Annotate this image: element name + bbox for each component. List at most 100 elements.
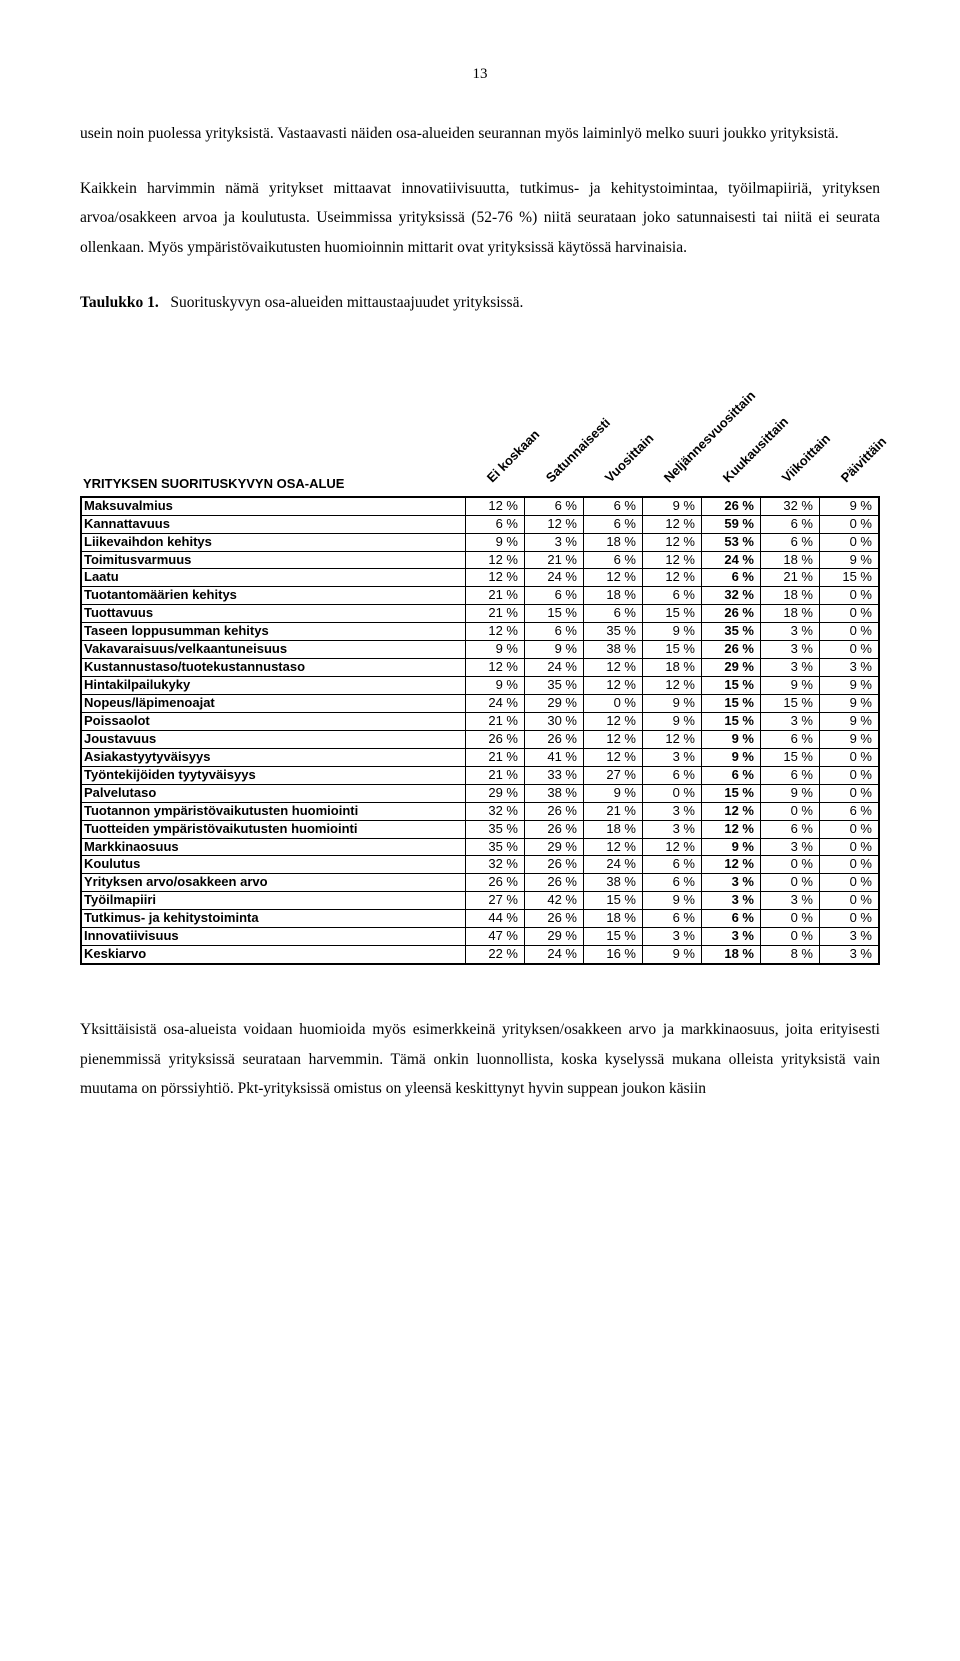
cell-value: 12 % [584,712,643,730]
cell-value: 9 % [820,695,880,713]
row-label: Innovatiivisuus [81,928,466,946]
cell-value: 3 % [761,659,820,677]
cell-value: 18 % [761,587,820,605]
cell-value: 3 % [820,659,880,677]
cell-value: 6 % [702,910,761,928]
cell-value: 0 % [761,910,820,928]
cell-value: 3 % [702,928,761,946]
cell-value: 38 % [584,874,643,892]
table-row: Nopeus/läpimenoajat24 %29 %0 %9 %15 %15 … [81,695,879,713]
column-header: Satunnaisesti [525,368,584,497]
cell-value: 12 % [643,533,702,551]
cell-value: 26 % [525,820,584,838]
cell-value: 0 % [820,838,880,856]
cell-value: 0 % [820,784,880,802]
cell-value: 26 % [525,730,584,748]
cell-value: 18 % [761,551,820,569]
cell-value: 30 % [525,712,584,730]
cell-value: 9 % [584,784,643,802]
cell-value: 0 % [820,820,880,838]
cell-value: 12 % [466,569,525,587]
table-row: Tuotannon ympäristövaikutusten huomioint… [81,802,879,820]
cell-value: 9 % [643,946,702,964]
table-row: Vakavaraisuus/velkaantuneisuus9 %9 %38 %… [81,641,879,659]
cell-value: 38 % [584,641,643,659]
paragraph-3: Yksittäisistä osa-alueista voidaan huomi… [80,1015,880,1103]
cell-value: 9 % [643,712,702,730]
table-row: Hintakilpailukyky9 %35 %12 %12 %15 %9 %9… [81,677,879,695]
cell-value: 12 % [643,730,702,748]
cell-value: 9 % [466,677,525,695]
cell-value: 15 % [761,695,820,713]
cell-value: 21 % [466,605,525,623]
cell-value: 21 % [466,712,525,730]
row-label: Kustannustaso/tuotekustannustaso [81,659,466,677]
cell-value: 9 % [466,533,525,551]
cell-value: 15 % [643,605,702,623]
cell-value: 6 % [643,874,702,892]
table-caption: Taulukko 1. Suorituskyvyn osa-alueiden m… [80,288,880,317]
cell-value: 3 % [761,892,820,910]
table-row: Poissaolot21 %30 %12 %9 %15 %3 %9 % [81,712,879,730]
table-row: Tuotteiden ympäristövaikutusten huomioin… [81,820,879,838]
row-label: Toimitusvarmuus [81,551,466,569]
cell-value: 32 % [702,587,761,605]
cell-value: 15 % [643,641,702,659]
cell-value: 3 % [643,748,702,766]
cell-value: 15 % [820,569,880,587]
cell-value: 22 % [466,946,525,964]
cell-value: 35 % [525,677,584,695]
cell-value: 29 % [525,928,584,946]
table-row: Työilmapiiri27 %42 %15 %9 %3 %3 %0 % [81,892,879,910]
cell-value: 29 % [702,659,761,677]
row-label: Laatu [81,569,466,587]
cell-value: 12 % [702,820,761,838]
table-caption-label: Taulukko 1. [80,294,159,311]
cell-value: 12 % [525,515,584,533]
cell-value: 15 % [525,605,584,623]
cell-value: 26 % [466,874,525,892]
cell-value: 12 % [466,659,525,677]
cell-value: 18 % [761,605,820,623]
cell-value: 41 % [525,748,584,766]
row-label: Tuottavuus [81,605,466,623]
cell-value: 6 % [761,730,820,748]
cell-value: 18 % [584,820,643,838]
table-row: Tuottavuus21 %15 %6 %15 %26 %18 %0 % [81,605,879,623]
cell-value: 21 % [584,802,643,820]
cell-value: 6 % [820,802,880,820]
cell-value: 9 % [761,784,820,802]
cell-value: 26 % [525,874,584,892]
cell-value: 0 % [820,856,880,874]
table-row: Maksuvalmius12 %6 %6 %9 %26 %32 %9 % [81,497,879,515]
cell-value: 6 % [525,587,584,605]
table-row: Joustavuus26 %26 %12 %12 %9 %6 %9 % [81,730,879,748]
row-label: Poissaolot [81,712,466,730]
cell-value: 12 % [702,856,761,874]
cell-value: 15 % [702,677,761,695]
cell-value: 9 % [820,677,880,695]
cell-value: 15 % [702,784,761,802]
row-label: Yrityksen arvo/osakkeen arvo [81,874,466,892]
cell-value: 8 % [761,946,820,964]
cell-value: 3 % [761,712,820,730]
cell-value: 33 % [525,766,584,784]
cell-value: 24 % [584,856,643,874]
row-label: Maksuvalmius [81,497,466,515]
cell-value: 12 % [466,623,525,641]
cell-value: 3 % [820,928,880,946]
cell-value: 6 % [643,766,702,784]
table-row: Yrityksen arvo/osakkeen arvo26 %26 %38 %… [81,874,879,892]
cell-value: 6 % [466,515,525,533]
cell-value: 12 % [584,659,643,677]
cell-value: 3 % [702,874,761,892]
cell-value: 15 % [702,712,761,730]
cell-value: 44 % [466,910,525,928]
cell-value: 35 % [466,820,525,838]
cell-value: 27 % [584,766,643,784]
table-row: Markkinaosuus35 %29 %12 %12 %9 %3 %0 % [81,838,879,856]
table-row: Työntekijöiden tyytyväisyys21 %33 %27 %6… [81,766,879,784]
table-row: Keskiarvo22 %24 %16 %9 %18 %8 %3 % [81,946,879,964]
cell-value: 3 % [761,838,820,856]
cell-value: 35 % [466,838,525,856]
